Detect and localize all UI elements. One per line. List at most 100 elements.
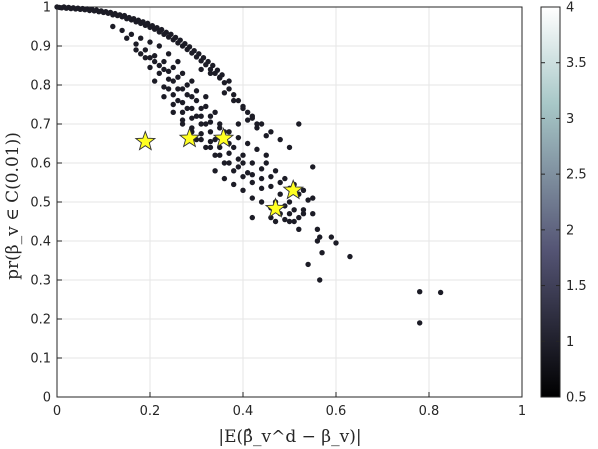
data-point bbox=[170, 92, 176, 98]
data-point bbox=[203, 94, 209, 100]
data-point bbox=[198, 113, 204, 119]
data-point bbox=[235, 164, 242, 170]
data-point bbox=[170, 101, 176, 108]
data-point bbox=[189, 78, 195, 84]
data-point bbox=[347, 253, 353, 260]
data-point bbox=[249, 113, 255, 119]
x-tick-label: 0.2 bbox=[140, 404, 161, 419]
data-point bbox=[277, 136, 283, 143]
data-point bbox=[226, 86, 232, 92]
data-point bbox=[221, 175, 228, 182]
data-point bbox=[240, 173, 246, 180]
data-point bbox=[128, 31, 135, 37]
data-point bbox=[310, 164, 316, 170]
data-point bbox=[151, 53, 158, 59]
data-point bbox=[268, 129, 274, 135]
data-point bbox=[268, 173, 274, 180]
data-point bbox=[254, 125, 260, 131]
data-point bbox=[170, 64, 176, 71]
data-point bbox=[189, 94, 195, 100]
data-point bbox=[240, 152, 246, 158]
data-point bbox=[193, 88, 200, 94]
y-tick-label: 0.7 bbox=[30, 118, 51, 133]
data-point bbox=[226, 78, 232, 84]
data-point bbox=[300, 211, 307, 217]
data-point bbox=[196, 51, 202, 57]
data-point bbox=[249, 179, 255, 186]
data-point bbox=[272, 168, 279, 174]
data-point bbox=[161, 66, 167, 73]
data-point bbox=[212, 109, 218, 116]
colorbar-gradient bbox=[540, 6, 561, 398]
y-tick-label: 1 bbox=[43, 1, 51, 16]
star-marker bbox=[212, 127, 235, 148]
star-marker bbox=[264, 197, 287, 218]
data-point bbox=[177, 37, 183, 43]
data-point bbox=[417, 320, 423, 326]
data-point bbox=[217, 152, 223, 158]
data-point bbox=[175, 58, 181, 65]
data-point bbox=[258, 199, 265, 205]
data-point bbox=[156, 62, 162, 69]
colorbar-tick-label: 2 bbox=[566, 223, 574, 238]
data-point bbox=[317, 277, 323, 283]
data-point bbox=[305, 197, 311, 203]
data-point bbox=[300, 207, 307, 213]
data-point bbox=[203, 144, 209, 151]
y-tick-label: 0.9 bbox=[30, 40, 51, 55]
data-point bbox=[291, 207, 297, 213]
data-point bbox=[314, 226, 321, 232]
data-point bbox=[286, 144, 293, 151]
colorbar-ticks: 0.5 1 1.5 2 2.5 3 3.5 4 bbox=[541, 1, 587, 406]
data-point bbox=[189, 125, 195, 131]
data-point bbox=[151, 58, 158, 65]
data-point bbox=[165, 68, 172, 75]
colorbar-tick-label: 4 bbox=[566, 1, 574, 16]
data-point bbox=[258, 185, 265, 192]
data-point bbox=[254, 146, 260, 153]
y-tick-label: 0.4 bbox=[30, 235, 51, 250]
data-point bbox=[179, 121, 186, 127]
star-marker bbox=[282, 179, 304, 200]
data-point bbox=[221, 79, 228, 86]
data-point bbox=[282, 216, 288, 223]
data-point bbox=[193, 97, 200, 104]
data-point bbox=[184, 82, 190, 88]
data-point bbox=[231, 181, 237, 188]
data-point bbox=[189, 115, 195, 121]
data-point bbox=[235, 97, 242, 104]
data-point bbox=[163, 29, 169, 36]
y-tick-label: 0.1 bbox=[30, 352, 51, 367]
data-point bbox=[437, 289, 444, 296]
data-point bbox=[249, 214, 255, 221]
data-point bbox=[240, 105, 246, 112]
data-point bbox=[156, 70, 162, 77]
data-point bbox=[240, 187, 246, 193]
data-point bbox=[198, 66, 204, 73]
data-point bbox=[182, 40, 188, 47]
data-point bbox=[258, 121, 265, 127]
data-point bbox=[286, 211, 293, 217]
data-point bbox=[165, 76, 172, 82]
data-point bbox=[207, 113, 214, 119]
data-point bbox=[144, 20, 151, 27]
data-point bbox=[189, 105, 195, 112]
data-point bbox=[235, 134, 242, 141]
highlighted-points bbox=[134, 127, 304, 218]
y-tick-label: 0.3 bbox=[30, 274, 51, 289]
data-point bbox=[207, 119, 214, 125]
data-point bbox=[179, 117, 186, 123]
colorbar-tick-label: 3 bbox=[566, 112, 574, 127]
data-point bbox=[249, 160, 255, 166]
data-point bbox=[212, 152, 218, 158]
data-point bbox=[240, 160, 246, 166]
y-axis: 0 0.1 0.2 0.3 0.4 0.5 0.6 0.7 0.8 0.9 1 bbox=[30, 1, 62, 406]
data-point bbox=[175, 97, 181, 104]
data-point bbox=[300, 187, 307, 193]
data-point bbox=[231, 97, 237, 104]
y-tick-label: 0.6 bbox=[30, 157, 51, 172]
x-axis-label: |E(β̂_v^d − β_v)| bbox=[218, 427, 361, 447]
data-point bbox=[263, 152, 269, 158]
data-point bbox=[133, 41, 139, 47]
data-point bbox=[244, 170, 251, 176]
